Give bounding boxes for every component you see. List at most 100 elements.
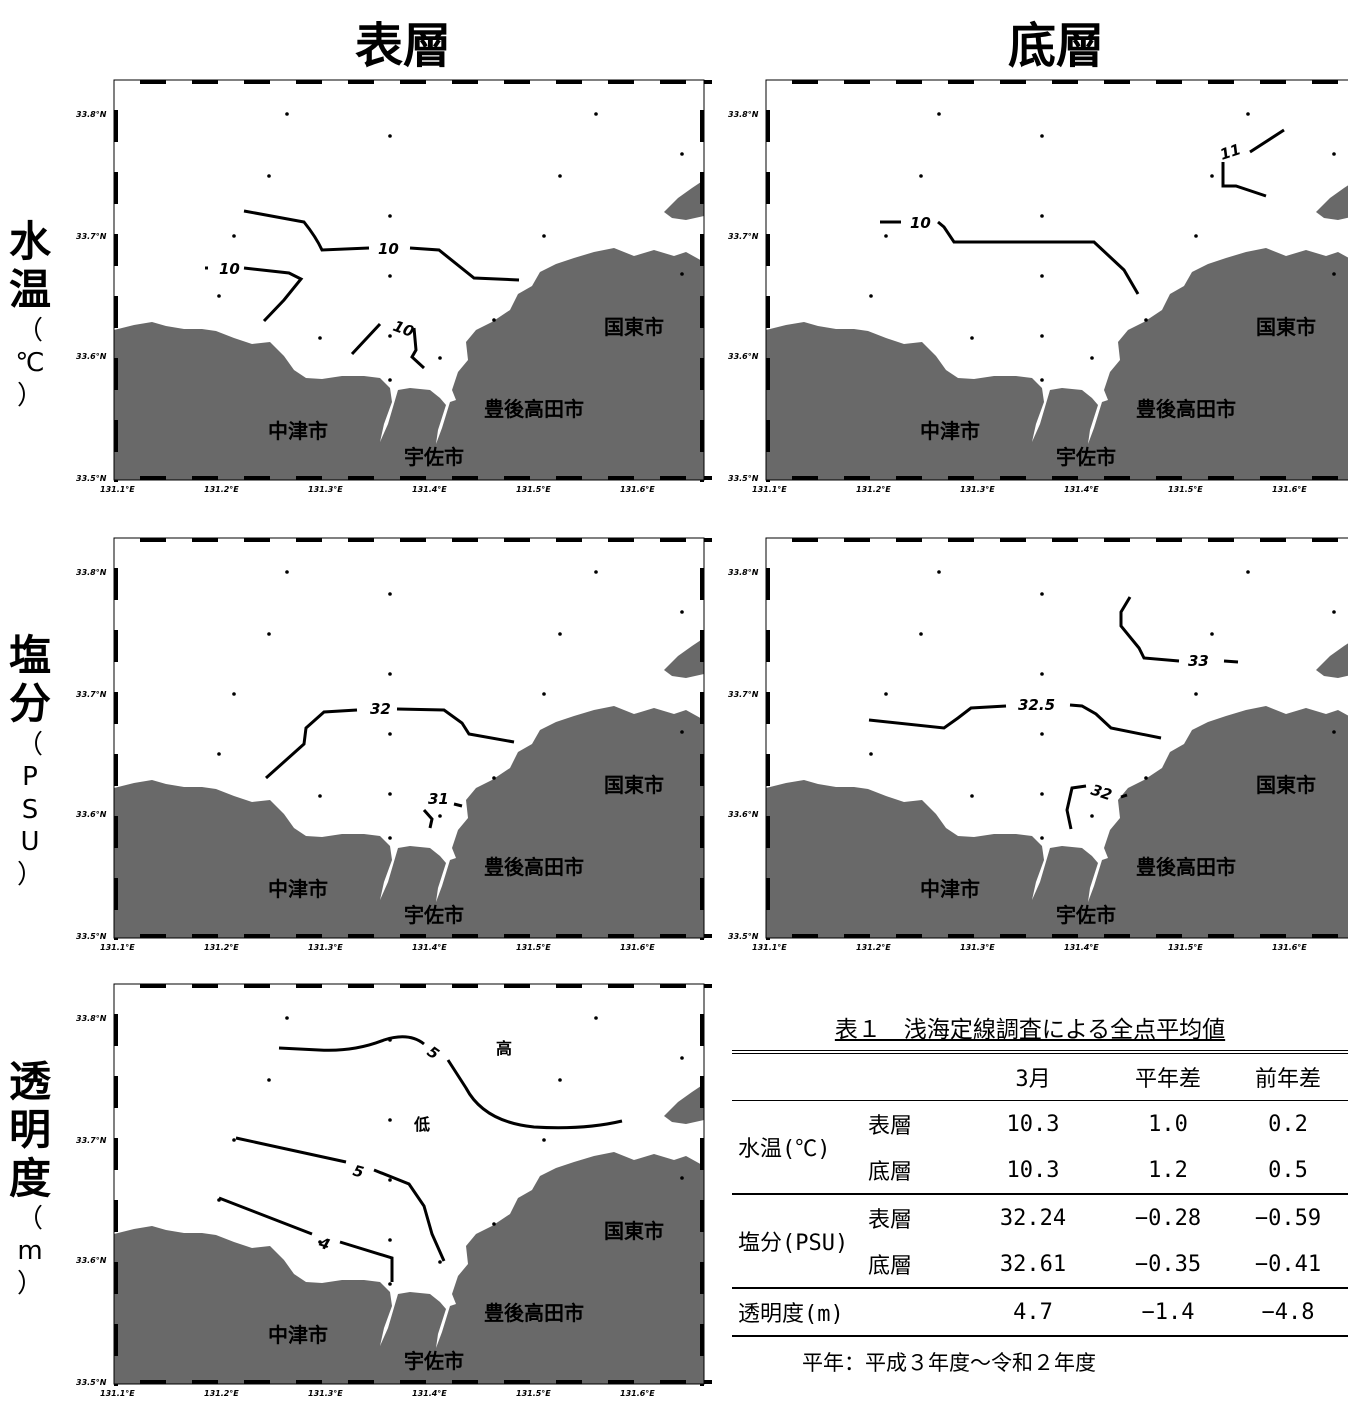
station-dot [937, 570, 941, 574]
lon-label: 131.4°E [412, 1389, 447, 1398]
station-dot [388, 214, 392, 218]
lat-label: 33.8°N [76, 568, 107, 577]
station-dot [680, 152, 684, 156]
average-values-table: 3月 平年差 前年差 水温(℃) 表層 10.3 1.0 0.2 底層 10.3… [732, 1050, 1348, 1337]
contour-line [205, 266, 304, 323]
map-temperature-bottom: 33.8°N 33.7°N 33.6°N 33.5°N 131.1°E 131.2°E 13… [726, 72, 1348, 502]
station-dot [1332, 730, 1336, 734]
lon-label: 131.3°E [960, 485, 995, 494]
table-group-label: 塩分(PSU) [738, 1231, 849, 1256]
lat-label: 33.5°N [728, 932, 759, 941]
contour-lines [205, 209, 520, 370]
station-dot [217, 294, 221, 298]
station-dot [1194, 234, 1198, 238]
lat-label: 33.8°N [728, 110, 759, 119]
row-title-char: 水 [8, 217, 51, 266]
lat-label: 33.8°N [728, 568, 759, 577]
station-dot [869, 752, 873, 756]
contour-line [868, 703, 1162, 740]
map-temperature-surface: 33.8°N 33.7°N 33.6°N 33.5°N 131.1°E 131.2°E 13… [74, 72, 714, 502]
station-dot [594, 112, 598, 116]
station-dot [438, 356, 442, 360]
contour-lines [218, 1035, 623, 1282]
station-dot [869, 294, 873, 298]
station-dot [1246, 112, 1250, 116]
lon-label: 131.1°E [752, 485, 787, 494]
table-row: 底層 10.3 1.2 0.5 [732, 1147, 1348, 1194]
lat-label: 33.6°N [76, 352, 107, 361]
contour-line [243, 209, 520, 282]
row-title-unit: ） [16, 859, 43, 890]
contour-label: 10 [219, 260, 240, 278]
lon-label: 131.4°E [1064, 485, 1099, 494]
lat-label: 33.7°N [728, 690, 759, 699]
station-dot [1090, 356, 1094, 360]
station-dot [388, 274, 392, 278]
contour-label: 5 [351, 1161, 366, 1181]
table-cell: −1.4 [1141, 1299, 1195, 1325]
lon-label: 131.5°E [516, 943, 551, 952]
city-label-bungotakada: 豊後高田市 [484, 1301, 584, 1325]
station-dot [438, 1260, 442, 1264]
lon-label: 131.2°E [204, 1389, 239, 1398]
station-dot [1040, 378, 1044, 382]
base-map: 33.8°N 33.7°N 33.6°N 33.5°N 131.1°E 131.2°E 13… [76, 983, 712, 1398]
contour-label: 31 [428, 790, 449, 808]
contour-labels: 32 31 [370, 700, 449, 808]
table-row: 透明度(m) 4.7 −1.4 −4.8 [732, 1288, 1348, 1336]
station-dot [970, 794, 974, 798]
contour-line [1119, 596, 1239, 664]
station-dot [1040, 214, 1044, 218]
map-transparency-surface: 33.8°N 33.7°N 33.6°N 33.5°N 131.1°E 131.2°E 13… [74, 976, 714, 1406]
station-dot [388, 1178, 392, 1182]
bottom-layer-title: 底層 [1008, 18, 1105, 74]
station-dot [1246, 570, 1250, 574]
row-title-unit: m [17, 1236, 43, 1267]
lat-label: 33.7°N [76, 690, 107, 699]
lat-label: 33.8°N [76, 110, 107, 119]
city-label-nakatsu: 中津市 [920, 877, 980, 901]
city-label-nakatsu: 中津市 [268, 1323, 328, 1347]
station-dot [388, 592, 392, 596]
table-cell: −0.28 [1134, 1205, 1202, 1231]
station-dot [558, 174, 562, 178]
land-area [114, 248, 704, 480]
station-dot [680, 1056, 684, 1060]
map-salinity-bottom: 33.8°N 33.7°N 33.6°N 33.5°N 131.1°E 131.2°E 13… [726, 530, 1348, 960]
island-area [1316, 643, 1348, 678]
station-dot [1210, 632, 1214, 636]
city-label-kunisaki: 国東市 [604, 1219, 664, 1243]
base-map: 33.8°N 33.7°N 33.6°N 33.5°N 131.1°E 131.2°E 13… [76, 79, 712, 494]
table-col-header: 前年差 [1254, 1067, 1321, 1092]
row-title-unit: P [22, 762, 38, 793]
land-area [114, 1152, 704, 1384]
contour-lines [868, 596, 1239, 830]
contour-lines [264, 707, 515, 829]
row-title-char: 度 [8, 1153, 51, 1203]
lon-label: 131.4°E [412, 485, 447, 494]
city-label-kunisaki: 国東市 [604, 315, 664, 339]
station-dot [680, 610, 684, 614]
contour-label: 33 [1188, 652, 1209, 670]
contour-line [880, 220, 1140, 295]
row-title-char: 透 [8, 1057, 51, 1106]
contour-labels: 10 11 [910, 140, 1243, 232]
table-cell: 0.2 [1268, 1111, 1308, 1137]
city-label-usa: 宇佐市 [1056, 445, 1116, 469]
station-dot [388, 732, 392, 736]
city-label-usa: 宇佐市 [404, 445, 464, 469]
station-dot [1040, 732, 1044, 736]
table-cell: −0.35 [1134, 1251, 1202, 1277]
table-cell: −4.8 [1261, 1299, 1315, 1325]
high-label: 高 [496, 1039, 512, 1058]
station-dot [492, 1222, 496, 1226]
city-label-usa: 宇佐市 [404, 903, 464, 927]
station-dot [388, 334, 392, 338]
station-dot [1040, 134, 1044, 138]
station-dot [1040, 334, 1044, 338]
station-dot [1040, 592, 1044, 596]
lon-label: 131.1°E [100, 943, 135, 952]
island-area [664, 638, 704, 678]
lon-label: 131.5°E [1168, 485, 1203, 494]
station-dot [388, 792, 392, 796]
